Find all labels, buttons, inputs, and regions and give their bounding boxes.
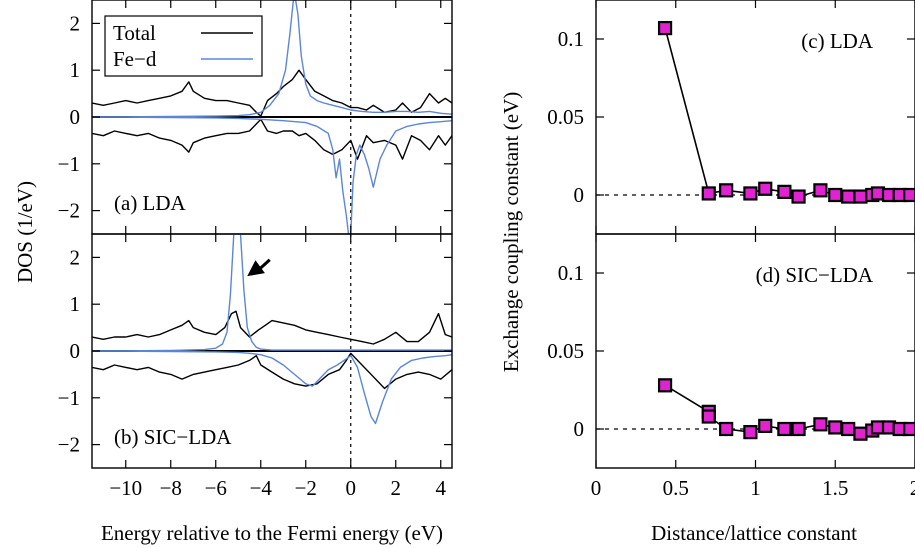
y-tick-label: 1 <box>70 292 81 316</box>
data-point <box>813 183 828 198</box>
plot-area <box>92 0 452 234</box>
data-point <box>903 421 915 437</box>
y-tick-label: 0.05 <box>547 105 584 129</box>
left-y-axis-label: DOS (1/eV) <box>13 181 37 283</box>
y-tick-label: 0.1 <box>558 27 584 51</box>
total-dos-down-line <box>92 118 452 160</box>
panel-label: (b) SIC−LDA <box>114 425 232 449</box>
x-tick-label: −10 <box>109 476 142 500</box>
x-tick-label: 0.5 <box>663 476 689 500</box>
total-dos-up-line <box>92 310 452 345</box>
panel-d-sic-lda-exchange: 0 0.05 0.1 0 0.5 1 1.5 2 (d) SIC−LDA <box>547 233 915 500</box>
y-tick-label: 0 <box>574 417 585 441</box>
right-y-axis-label: Exchange coupling constant (eV) <box>499 92 523 373</box>
y-tick-label: 1 <box>70 58 81 82</box>
x-tick-label: 2 <box>910 476 915 500</box>
plot-area <box>596 27 915 198</box>
data-point <box>719 183 734 198</box>
data-point <box>758 181 773 196</box>
x-tick-label: −8 <box>160 476 182 500</box>
data-point <box>841 421 856 437</box>
data-point <box>853 189 868 204</box>
data-point <box>791 421 806 437</box>
data-point <box>903 187 915 203</box>
x-tick-label: 1 <box>750 476 761 500</box>
x-tick-label: 0 <box>591 476 602 500</box>
y-tick-label: −1 <box>58 386 80 410</box>
panel-label: (c) LDA <box>801 29 874 53</box>
data-point <box>828 420 843 435</box>
x-tick-label: −6 <box>205 476 227 500</box>
fe-d-dos-down-line <box>92 116 452 234</box>
data-point <box>758 418 773 433</box>
fe-d-dos-down-line <box>92 350 452 425</box>
data-point <box>841 189 856 204</box>
left-x-axis-label: Energy relative to the Fermi energy (eV) <box>101 521 443 545</box>
data-point <box>701 186 716 201</box>
total-dos-up-line <box>92 69 452 117</box>
x-tick-label: 1.5 <box>822 476 848 500</box>
y-tick-label: −2 <box>58 433 80 457</box>
data-point <box>853 426 868 441</box>
panel-c-lda-exchange: 0 0.05 0.1 (c) LDA <box>547 0 915 235</box>
y-tick-label: 0 <box>70 105 81 129</box>
panel-label: (d) SIC−LDA <box>756 263 874 287</box>
y-tick-label: 0.05 <box>547 339 584 363</box>
arrow-head <box>247 260 265 277</box>
y-tick-label: 2 <box>70 11 81 35</box>
x-tick-label: 4 <box>436 476 447 500</box>
x-tick-label: 2 <box>391 476 402 500</box>
right-x-axis-label: Distance/lattice constant <box>651 521 857 545</box>
data-point <box>743 425 758 440</box>
y-tick-label: 2 <box>70 245 81 269</box>
y-tick-label: −2 <box>58 199 80 223</box>
y-tick-label: 0 <box>70 339 81 363</box>
data-point <box>743 186 758 201</box>
plot-area <box>92 234 452 468</box>
panel-label: (a) LDA <box>114 191 187 215</box>
data-point <box>657 20 673 36</box>
data-point <box>701 409 716 424</box>
data-point <box>813 417 828 432</box>
data-point <box>777 421 792 437</box>
data-point <box>719 421 734 437</box>
legend-label-total: Total <box>113 21 156 45</box>
data-point <box>791 189 806 204</box>
x-tick-label: 0 <box>346 476 357 500</box>
plot-frame <box>595 233 915 469</box>
plot-frame <box>91 233 453 469</box>
fe-d-dos-up-line <box>92 0 452 118</box>
data-point <box>657 378 673 393</box>
y-tick-label: 0.1 <box>558 261 584 285</box>
fe-d-dos-up-line <box>92 234 452 352</box>
x-tick-label: −4 <box>250 476 273 500</box>
x-tick-label: −2 <box>295 476 317 500</box>
y-tick-label: 0 <box>574 183 585 207</box>
y-tick-label: −1 <box>58 152 80 176</box>
data-point <box>777 184 792 199</box>
legend-box <box>104 15 263 77</box>
exchange-line <box>664 27 911 198</box>
data-point <box>828 187 843 203</box>
legend-label-fe-d: Fe−d <box>113 47 157 71</box>
